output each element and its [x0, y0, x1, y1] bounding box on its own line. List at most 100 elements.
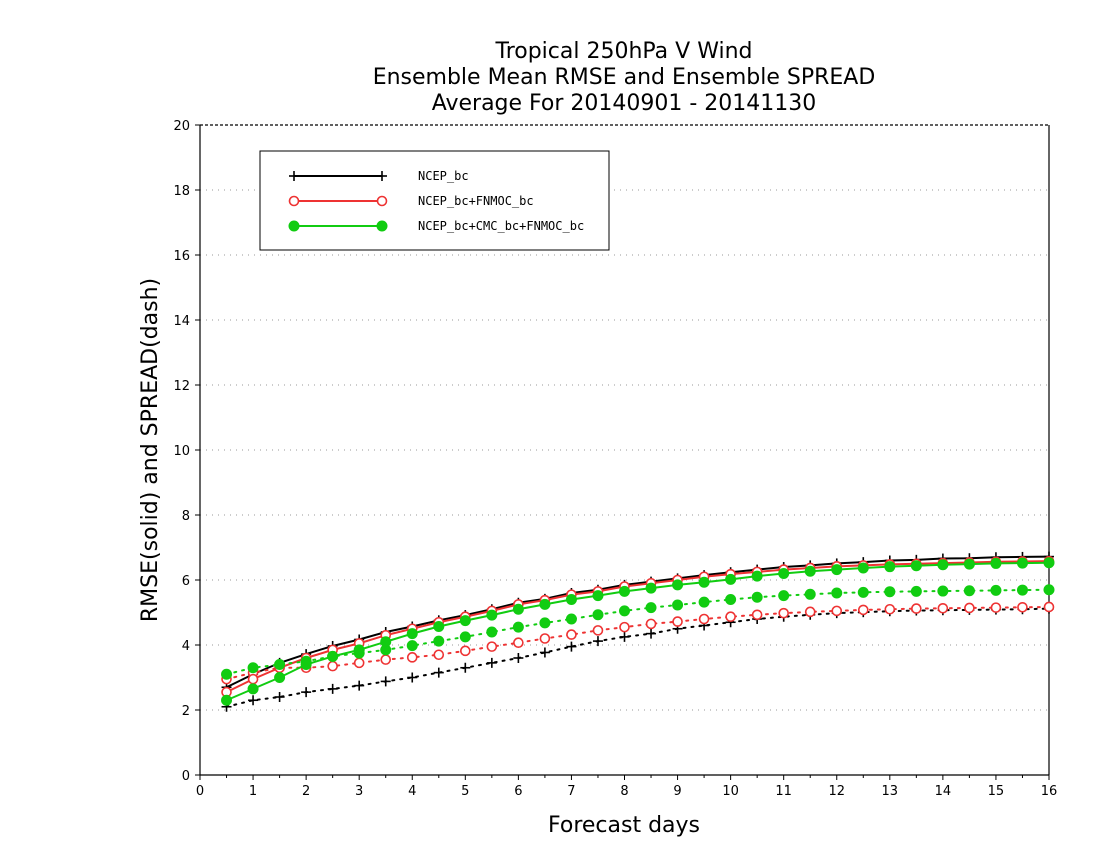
title-line-2: Ensemble Mean RMSE and Ensemble SPREAD — [373, 65, 876, 90]
spread-point — [751, 591, 763, 603]
rmse-point — [937, 559, 949, 571]
x-axis-title: Forecast days — [548, 813, 700, 838]
spread-point — [804, 588, 816, 600]
spread-point — [645, 618, 657, 630]
y-tick-label: 16 — [173, 249, 190, 264]
x-tick-label: 7 — [567, 784, 575, 799]
spread-point — [990, 602, 1002, 613]
spread-point — [698, 613, 710, 625]
rmse-point — [778, 568, 790, 579]
legend-marker — [377, 171, 387, 181]
rmse-point — [327, 650, 339, 662]
ticks: 0 1 2 3 4 5 6 7 8 9 10 11 12 13 14 15 160246810121416182… — [173, 119, 1057, 799]
spread-point — [248, 695, 259, 706]
spread-point — [513, 653, 524, 663]
y-tick-label: 2 — [182, 704, 190, 719]
rmse-point — [592, 590, 604, 602]
spread-point — [672, 616, 683, 627]
x-tick-label: 14 — [935, 784, 952, 799]
legend-marker — [289, 171, 299, 181]
legend-marker — [288, 195, 300, 207]
x-tick-label: 16 — [1041, 784, 1058, 799]
spread-point — [565, 613, 577, 625]
spread-line — [225, 605, 1050, 681]
spread-point — [247, 662, 259, 674]
rmse-point — [300, 659, 312, 670]
rmse-line — [226, 555, 1050, 689]
spread-point — [884, 603, 896, 615]
spread-point — [910, 585, 922, 597]
spread-point — [327, 683, 338, 694]
legend-marker — [376, 195, 388, 207]
series-1 — [221, 551, 1054, 712]
x-tick-label: 6 — [514, 784, 522, 799]
x-tick-label: 5 — [461, 784, 469, 799]
spread-point — [433, 667, 444, 678]
spread-point — [725, 594, 737, 605]
spread-point — [406, 640, 418, 652]
spread-point — [486, 641, 498, 652]
legend-label: NCEP_bc+FNMOC_bc — [418, 194, 534, 208]
spread-point — [407, 672, 418, 683]
x-tick-label: 0 — [196, 784, 204, 799]
spread-point — [592, 636, 603, 647]
x-tick-label: 12 — [828, 784, 845, 799]
spread-point — [937, 585, 949, 597]
spread-point — [1043, 584, 1055, 596]
spread-point — [937, 602, 949, 614]
rmse-point — [380, 636, 392, 648]
spread-point — [884, 586, 896, 598]
series-3 — [221, 557, 1055, 706]
x-tick-label: 9 — [673, 784, 681, 799]
x-tick-label: 3 — [355, 784, 363, 799]
spread-point — [459, 631, 471, 643]
rmse-point — [645, 582, 657, 594]
spread-point — [963, 585, 975, 597]
spread-point — [406, 652, 418, 663]
spread-point — [645, 602, 657, 614]
legend-item-1: NCEP_bc — [289, 169, 469, 183]
y-tick-label: 18 — [173, 184, 190, 199]
spread-point — [619, 621, 630, 633]
spread-point — [380, 654, 392, 665]
rmse-point — [698, 576, 710, 588]
rmse-point — [433, 620, 445, 632]
rmse-point — [910, 560, 922, 572]
x-tick-label: 1 — [249, 784, 257, 799]
rmse-point — [804, 565, 816, 577]
title-line-1: Tropical 250hPa V Wind — [494, 39, 752, 64]
spread-point — [433, 635, 445, 647]
spread-point — [566, 629, 577, 640]
rmse-point — [831, 564, 843, 576]
legend-label: NCEP_bc — [418, 169, 469, 183]
legend-marker — [376, 220, 388, 232]
rmse-point — [1016, 557, 1028, 569]
spread-point — [592, 609, 604, 621]
spread-point — [857, 604, 869, 616]
spread-point — [486, 626, 498, 638]
spread-point — [964, 602, 975, 614]
spread-point — [327, 660, 338, 672]
rmse-point — [486, 609, 498, 621]
x-tick-label: 15 — [988, 784, 1005, 799]
legend-item-2: NCEP_bc+FNMOC_bc — [288, 194, 534, 208]
legend-label: NCEP_bc+CMC_bc+FNMOC_bc — [418, 219, 584, 233]
rmse-point — [459, 615, 471, 627]
rmse-point — [672, 579, 684, 591]
spread-point — [698, 596, 710, 608]
spread-point — [1016, 584, 1028, 596]
x-tick-label: 8 — [620, 784, 628, 799]
rmse-point — [963, 558, 975, 570]
spread-point — [672, 599, 684, 611]
x-tick-label: 13 — [882, 784, 899, 799]
y-tick-label: 0 — [182, 769, 190, 784]
y-axis-title: RMSE(solid) and SPREAD(dash) — [138, 278, 163, 622]
rmse-point — [247, 683, 259, 695]
legend: NCEP_bc NCEP_bc+FNMOC_bc NCEP_bc+CMC_bc+FN… — [259, 150, 610, 251]
rmse-point — [751, 570, 763, 582]
rmse-line — [226, 560, 1050, 694]
spread-point — [539, 617, 551, 629]
spread-point — [857, 586, 869, 598]
